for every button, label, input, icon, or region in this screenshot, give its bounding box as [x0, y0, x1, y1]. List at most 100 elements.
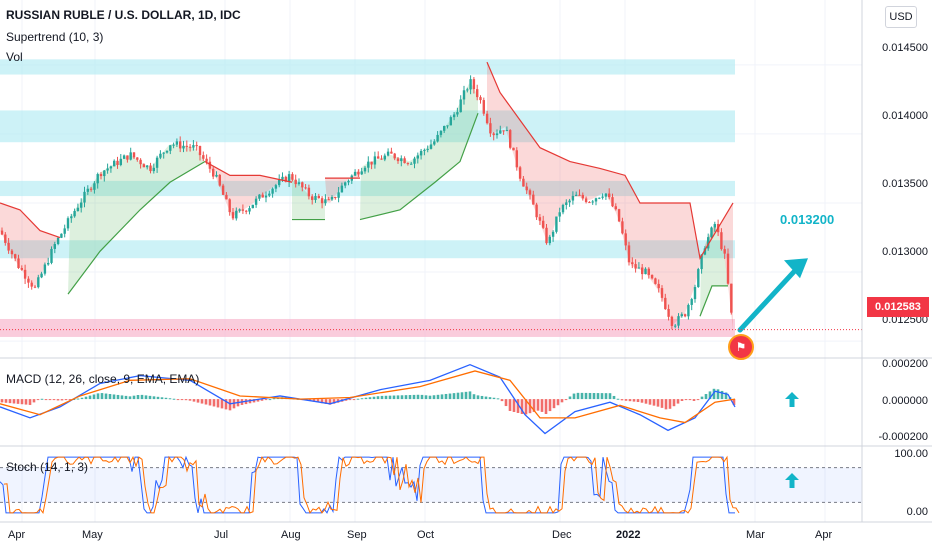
stoch-legend[interactable]: Stoch (14, 1, 3) [6, 460, 89, 474]
candle-down [14, 254, 17, 259]
supertrend-down-line [486, 61, 734, 260]
candle-up [63, 228, 66, 234]
candle-down [482, 100, 485, 114]
candle-up [76, 207, 80, 211]
candle-down [370, 161, 373, 165]
candle-up [37, 277, 40, 288]
candle-down [538, 217, 542, 221]
macd-histogram-bar [156, 396, 160, 400]
candle-up [459, 99, 462, 113]
candle-up [159, 153, 162, 158]
macd-histogram-bar [432, 395, 436, 400]
macd-histogram-bar [640, 399, 644, 403]
candle-up [423, 149, 426, 151]
candle-down [614, 206, 617, 210]
candle-down [301, 182, 304, 188]
macd-legend[interactable]: MACD (12, 26, close, 9, EMA, EMA) [6, 372, 200, 386]
candle-up [274, 185, 278, 189]
macd-histogram-bar [448, 393, 452, 400]
us-flag-icon[interactable]: ⚑ [728, 334, 754, 360]
x-tick: Apr [815, 529, 833, 541]
macd-histogram-bar [668, 399, 672, 409]
macd-histogram-bar [684, 399, 688, 401]
macd-histogram-bar [484, 396, 488, 400]
candle-up [591, 201, 594, 203]
macd-histogram-bar [312, 399, 316, 402]
macd-tick: 0.000000 [882, 395, 928, 407]
macd-histogram-bar [596, 393, 600, 400]
candle-up [707, 237, 710, 249]
macd-histogram-bar [72, 399, 76, 401]
candle-up [73, 210, 76, 217]
candle-up [287, 174, 291, 182]
supertrend-legend[interactable]: Supertrend (10, 3) [6, 30, 104, 44]
annotations [737, 258, 808, 488]
macd-histogram-bar [180, 399, 184, 401]
macd-histogram-bar [256, 399, 260, 402]
macd-histogram-bar [544, 399, 548, 414]
macd-histogram-bar [588, 392, 592, 400]
x-tick: May [82, 529, 103, 541]
candle-down [185, 145, 188, 147]
candle-up [637, 267, 641, 269]
candle-up [264, 195, 268, 198]
macd-histogram-bar [524, 399, 528, 415]
macd-histogram-bar [724, 392, 728, 400]
last-price-badge: 0.012583 [867, 297, 929, 317]
candle-up [268, 193, 271, 196]
candle-up [60, 233, 63, 238]
vol-legend[interactable]: Vol [6, 50, 23, 64]
macd-histogram-bar [60, 399, 64, 401]
macd-histogram-bar [108, 394, 112, 400]
macd-histogram-bar [480, 395, 484, 400]
candle-up [690, 299, 693, 305]
macd-histogram-bar [168, 398, 172, 400]
stoch-tick: 0.00 [906, 506, 928, 518]
candle-up [575, 194, 578, 196]
macd-histogram-bar [680, 399, 684, 401]
candle-down [245, 210, 248, 212]
macd-histogram-bar [468, 391, 472, 400]
candle-up [235, 210, 238, 219]
candle-up [122, 155, 126, 159]
macd-histogram-bar [320, 399, 324, 404]
candle-down [20, 268, 23, 270]
macd-histogram-bar [348, 399, 352, 401]
macd-histogram-bar [160, 397, 164, 400]
candle-up [165, 150, 169, 153]
candle-up [324, 199, 327, 204]
macd-histogram-bar [440, 394, 444, 400]
candle-up [83, 191, 86, 203]
macd-histogram-bar [144, 395, 148, 400]
macd-histogram-bar [708, 391, 712, 400]
macd-histogram-bar [80, 397, 84, 400]
candle-down [479, 97, 482, 101]
candle-up [571, 195, 575, 201]
macd-histogram-bar [8, 399, 12, 404]
arrow-up-icon [785, 392, 799, 407]
candle-up [598, 197, 601, 199]
macd-histogram-bar [456, 392, 460, 400]
candle-down [132, 152, 136, 158]
macd-histogram-bar [368, 397, 372, 400]
candle-down [30, 282, 33, 287]
candle-down [221, 185, 225, 195]
price-tick: 0.014000 [882, 110, 928, 122]
candle-down [304, 187, 307, 189]
candle-down [611, 197, 614, 207]
candle-up [373, 156, 377, 165]
candle-up [443, 125, 446, 131]
candle-down [126, 155, 129, 160]
supertrend-down-line [0, 202, 61, 239]
candle-down [509, 130, 512, 148]
candle-down [188, 146, 192, 148]
support-zone [0, 318, 735, 337]
macd-histogram-bar [20, 399, 24, 405]
currency-button[interactable]: USD [885, 6, 917, 28]
macd-histogram-bar [492, 397, 496, 400]
candle-up [40, 273, 43, 278]
candle-down [584, 198, 588, 203]
candle-up [146, 165, 149, 168]
